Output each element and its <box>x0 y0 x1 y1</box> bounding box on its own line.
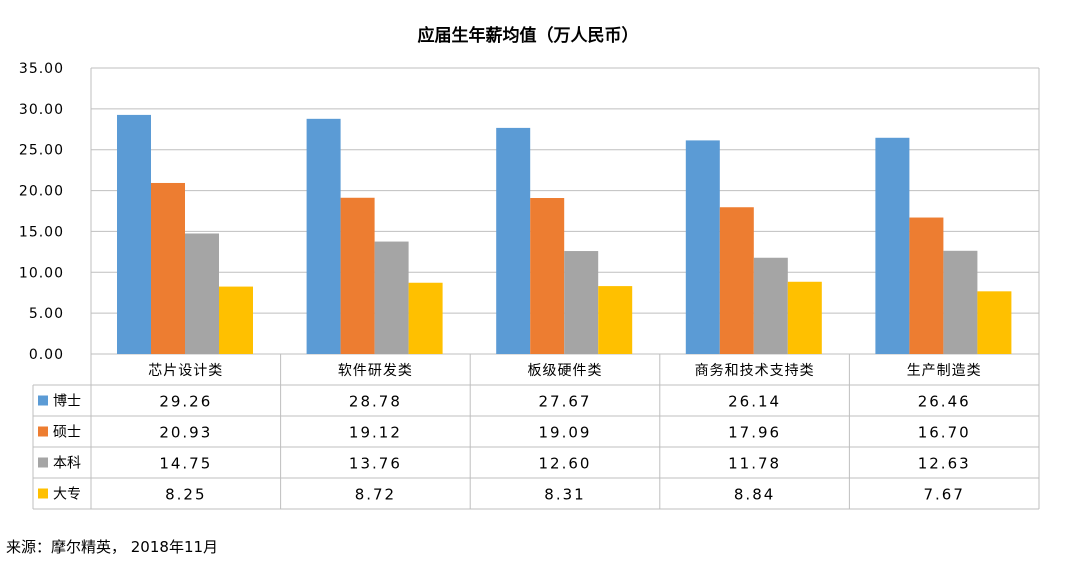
legend-swatch <box>38 426 48 437</box>
data-label: 12.60 <box>539 455 592 473</box>
y-tick-label: 25.00 <box>19 143 64 159</box>
bar-1-1 <box>117 114 151 355</box>
data-label: 29.26 <box>159 393 212 411</box>
data-label: 16.70 <box>918 424 971 442</box>
data-label: 8.25 <box>165 486 206 504</box>
y-tick-label: 30.00 <box>19 102 64 118</box>
legend-swatch <box>38 488 48 499</box>
data-label: 26.14 <box>728 393 781 411</box>
bar-3-5 <box>943 250 978 354</box>
category-label: 板级硬件类 <box>528 363 603 379</box>
legend-swatch <box>38 457 48 468</box>
data-label: 13.76 <box>349 455 402 473</box>
bar-4-2 <box>408 282 443 354</box>
bar-4-3 <box>598 286 633 354</box>
legend-label: 大专 <box>53 487 81 503</box>
legend-swatch <box>38 395 48 406</box>
bar-1-2 <box>306 118 341 354</box>
chart-title: 应届生年薪均值（万人民币） <box>418 25 639 46</box>
data-label: 19.12 <box>349 424 402 442</box>
data-label: 7.67 <box>923 486 964 504</box>
y-tick-label: 10.00 <box>19 265 64 281</box>
category-label: 芯片设计类 <box>148 363 223 379</box>
bar-1-3 <box>496 127 531 354</box>
bar-1-4 <box>685 140 720 354</box>
y-tick-label: 15.00 <box>19 224 64 240</box>
category-label: 生产制造类 <box>907 363 982 379</box>
y-tick-label: 35.00 <box>19 61 64 77</box>
y-tick-label: 20.00 <box>19 184 64 200</box>
data-label: 19.09 <box>539 424 592 442</box>
data-label: 8.31 <box>544 486 585 504</box>
bar-2-1 <box>151 182 185 354</box>
data-label: 8.84 <box>734 486 775 504</box>
bar-3-1 <box>185 233 219 354</box>
data-label: 14.75 <box>159 455 212 473</box>
bar-4-5 <box>977 291 1012 354</box>
category-label: 商务和技术支持类 <box>695 363 815 379</box>
bar-3-3 <box>564 251 599 354</box>
data-label: 27.67 <box>539 393 592 411</box>
bar-2-2 <box>340 197 375 354</box>
bar-2-3 <box>530 198 565 354</box>
data-label: 8.72 <box>355 486 396 504</box>
data-label: 17.96 <box>728 424 781 442</box>
bar-4-1 <box>219 286 253 354</box>
bar-1-5 <box>875 137 910 354</box>
source-note: 来源：摩尔精英， 2018年11月 <box>6 538 219 556</box>
bar-4-4 <box>787 281 822 354</box>
bar-2-5 <box>909 217 944 354</box>
legend-label: 本科 <box>53 456 81 472</box>
legend-label: 博士 <box>53 393 81 410</box>
legend-label: 硕士 <box>53 425 81 441</box>
bar-3-2 <box>374 241 409 354</box>
bar-3-4 <box>753 257 788 354</box>
bar-2-4 <box>719 207 754 354</box>
data-label: 12.63 <box>918 455 971 473</box>
y-tick-label: 5.00 <box>29 306 64 322</box>
data-label: 26.46 <box>918 393 971 411</box>
category-label: 软件研发类 <box>338 363 413 379</box>
data-label: 20.93 <box>159 424 212 442</box>
data-label: 28.78 <box>349 393 402 411</box>
y-tick-label: 0.00 <box>29 347 64 363</box>
data-label: 11.78 <box>728 455 781 473</box>
